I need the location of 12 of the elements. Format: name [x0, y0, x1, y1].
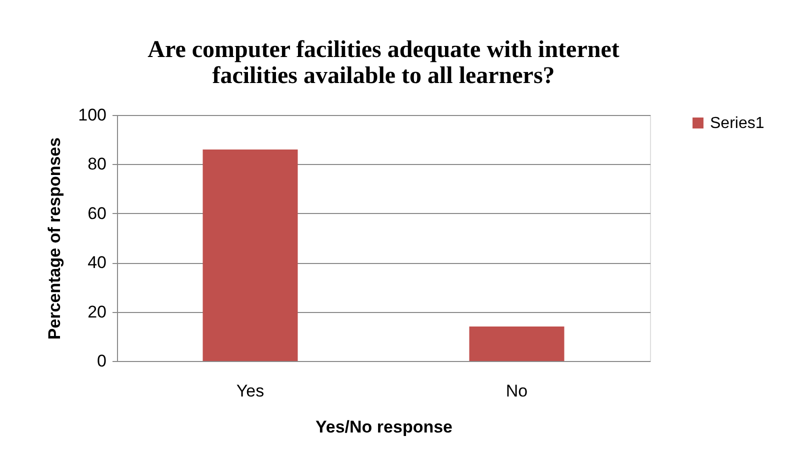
chart-title: Are computer facilities adequate with internet facilities available to all learners?: [148, 37, 620, 89]
y-tick-label: 60: [88, 204, 106, 223]
y-axis-title: Percentage of responses: [45, 137, 64, 340]
x-axis-title: Yes/No response: [315, 418, 453, 436]
y-tick-label: 40: [88, 253, 106, 272]
y-tick-label: 100: [78, 106, 106, 124]
legend-label: Series1: [710, 115, 764, 132]
y-tick-label: 0: [97, 352, 106, 370]
x-tick-label: No: [506, 382, 528, 400]
x-tick-label: Yes: [236, 382, 264, 400]
y-tick-label: 80: [88, 154, 106, 174]
y-tick-label: 20: [88, 302, 106, 322]
